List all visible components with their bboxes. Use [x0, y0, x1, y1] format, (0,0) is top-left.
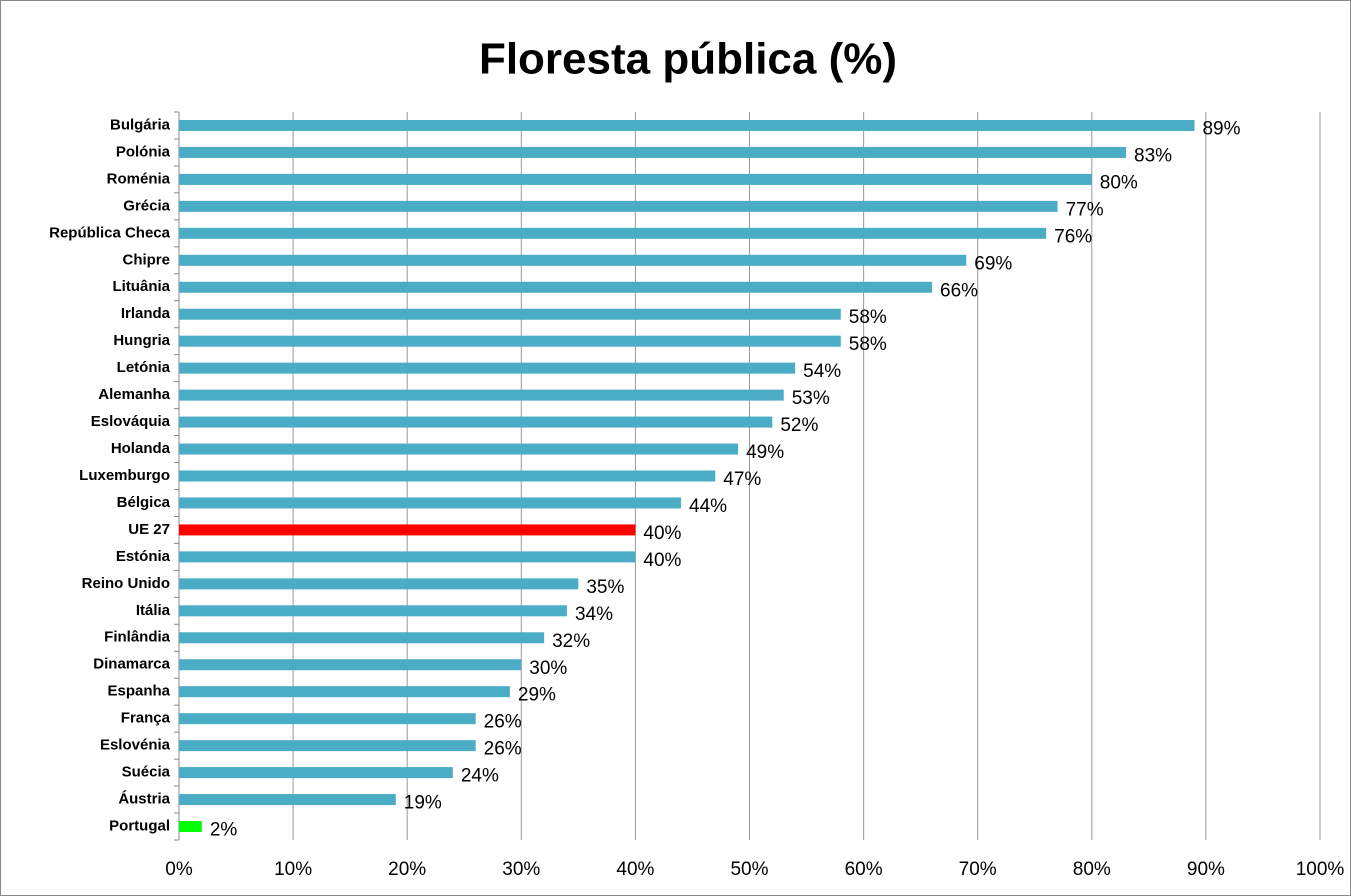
bar: [179, 443, 739, 455]
value-label: 29%: [518, 685, 556, 706]
bar: [179, 551, 636, 563]
value-label: 49%: [746, 442, 784, 463]
x-tick-label: 100%: [1296, 859, 1345, 880]
bar: [179, 821, 202, 833]
value-label: 26%: [484, 712, 522, 733]
value-label: 53%: [792, 388, 830, 409]
y-tick-label: Eslováquia: [91, 413, 171, 430]
x-tick-label: 90%: [1187, 859, 1225, 880]
y-tick-label: Estónia: [116, 548, 171, 565]
bar: [179, 767, 453, 779]
y-tick-label: Chipre: [122, 251, 170, 268]
bar: [179, 416, 773, 428]
y-tick-label: Reino Unido: [82, 575, 170, 592]
y-tick-label: Bélgica: [117, 494, 171, 511]
y-tick-label: Áustria: [118, 791, 170, 808]
x-tick-label: 40%: [616, 859, 654, 880]
bar: [179, 524, 636, 536]
value-label: 40%: [643, 550, 681, 571]
y-tick-label: Finlândia: [104, 629, 170, 646]
value-label: 66%: [940, 280, 978, 301]
value-label: 35%: [586, 577, 624, 598]
value-label: 77%: [1066, 199, 1104, 220]
bar: [179, 497, 682, 509]
y-tick-label: França: [121, 710, 171, 727]
y-tick-label: Hungria: [113, 332, 170, 349]
value-label: 34%: [575, 604, 613, 625]
y-tick-label: Polónia: [116, 143, 171, 160]
y-tick-label: Itália: [136, 602, 171, 619]
value-label: 19%: [404, 793, 442, 814]
x-tick-label: 0%: [165, 859, 193, 880]
value-label: 44%: [689, 496, 727, 517]
bar: [179, 389, 784, 401]
bar: [179, 200, 1058, 212]
y-tick-label: UE 27: [128, 521, 170, 538]
value-label: 58%: [849, 334, 887, 355]
y-tick-label: Dinamarca: [93, 656, 170, 673]
y-tick-label: Holanda: [111, 440, 171, 457]
value-label: 83%: [1134, 145, 1172, 166]
y-tick-label: Portugal: [109, 817, 170, 834]
bar: [179, 119, 1195, 131]
value-label: 32%: [552, 631, 590, 652]
y-tick-label: Grécia: [123, 197, 170, 214]
bar: [179, 659, 522, 671]
bar: [179, 254, 967, 266]
bar: [179, 146, 1127, 158]
bar: [179, 740, 476, 752]
y-tick-label: Lituânia: [112, 278, 170, 295]
value-label: 54%: [803, 361, 841, 382]
value-label: 58%: [849, 307, 887, 328]
x-tick-label: 50%: [730, 859, 768, 880]
value-label: 76%: [1054, 226, 1092, 247]
bar: [179, 362, 796, 374]
y-tick-label: Suécia: [122, 764, 171, 781]
bar: [179, 794, 396, 806]
x-tick-label: 20%: [388, 859, 426, 880]
y-tick-label: Irlanda: [121, 305, 171, 322]
bar: [179, 308, 841, 320]
bar: [179, 227, 1047, 239]
x-tick-label: 30%: [502, 859, 540, 880]
value-label: 52%: [780, 415, 818, 436]
value-label: 2%: [210, 820, 238, 841]
value-label: 30%: [529, 658, 567, 679]
value-label: 24%: [461, 766, 499, 787]
bar: [179, 335, 841, 347]
y-tick-label: Luxemburgo: [79, 467, 170, 484]
bar: [179, 173, 1092, 185]
y-tick-label: Roménia: [107, 170, 171, 187]
value-label: 80%: [1100, 172, 1138, 193]
y-tick-label: República Checa: [49, 224, 171, 241]
x-tick-label: 60%: [845, 859, 883, 880]
chart-title: Floresta pública (%): [479, 35, 897, 84]
bar: [179, 713, 476, 725]
y-tick-label: Espanha: [107, 683, 170, 700]
x-tick-label: 70%: [959, 859, 997, 880]
value-label: 26%: [484, 739, 522, 760]
value-label: 40%: [643, 523, 681, 544]
x-tick-label: 10%: [274, 859, 312, 880]
value-label: 69%: [974, 253, 1012, 274]
value-label: 47%: [723, 469, 761, 490]
bar: [179, 605, 567, 617]
y-tick-label: Alemanha: [98, 386, 170, 403]
bar: [179, 632, 545, 644]
bar: [179, 578, 579, 590]
bar: [179, 686, 510, 698]
bar: [179, 470, 716, 482]
y-tick-label: Eslovénia: [100, 737, 171, 754]
y-tick-label: Letónia: [117, 359, 171, 376]
value-label: 89%: [1202, 118, 1240, 139]
bar: [179, 281, 933, 293]
x-tick-label: 80%: [1073, 859, 1111, 880]
y-tick-label: Bulgária: [110, 116, 171, 133]
